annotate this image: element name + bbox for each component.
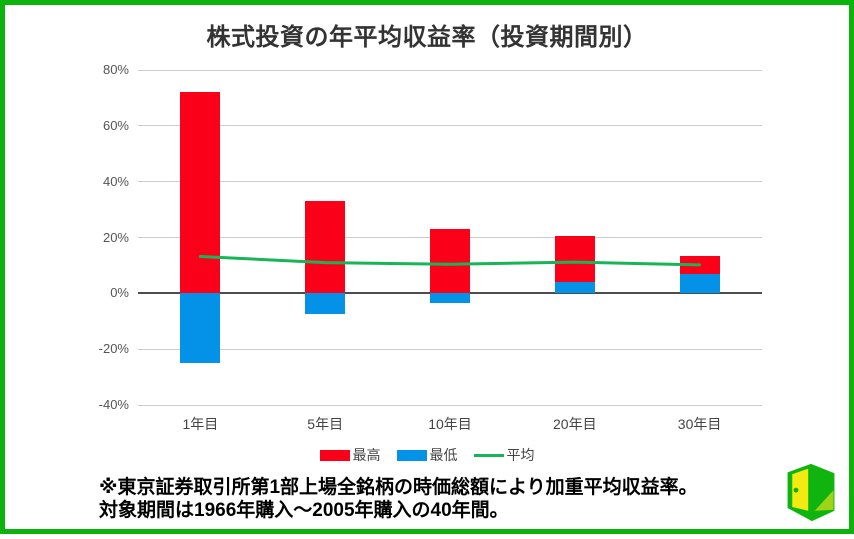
legend-swatch-max-icon [319,449,350,461]
x-axis-label: 30年目 [677,416,722,432]
bar-max-1年目 [180,92,221,294]
gridline [138,125,762,127]
bar-min-20年目 [554,282,595,294]
footnote: ※東京証券取引所第1部上場全銘柄の時価総額により加重平均収益率。 対象期間は19… [99,476,698,522]
bar-max-20年目 [554,236,595,283]
footnote-line1: ※東京証券取引所第1部上場全銘柄の時価総額により加重平均収益率。 [99,477,698,498]
legend-label-avg: 平均 [506,447,535,463]
legend-label-min: 最低 [429,447,458,463]
bar-min-30年目 [679,274,720,294]
x-axis-label: 20年目 [553,416,597,432]
bar-min-5年目 [305,293,346,314]
y-axis-tick-label: 20% [102,229,129,245]
y-axis-tick-label: 0% [110,285,129,301]
legend-label-max: 最高 [352,447,381,463]
bar-max-5年目 [305,201,346,294]
footnote-line2: 対象期間は1966年購入～2005年購入の40年間。 [99,500,509,521]
chart-title: 株式投資の年平均収益率（投資期間別） [206,24,648,51]
gridline [138,348,762,350]
y-axis-tick-label: 40% [102,173,129,189]
y-axis-tick-label: 80% [102,62,129,77]
bar-max-10年目 [430,229,470,294]
gridline [138,69,762,71]
x-axis-label: 1年目 [182,416,219,432]
x-axis-label: 5年目 [307,416,344,432]
bar-min-10年目 [430,293,470,304]
legend-swatch-min-icon [396,449,427,461]
bar-max-30年目 [679,256,720,275]
gridline [138,404,762,406]
y-axis-tick-label: 60% [102,117,129,133]
x-axis-label: 10年目 [428,416,472,432]
y-axis-tick-label: -20% [98,341,129,357]
gridline [138,181,762,183]
bar-min-1年目 [180,293,221,364]
chart-legend: 最高 最低 平均 [5,445,849,465]
y-axis-tick-label: -40% [98,397,129,412]
open-door-logo-icon [787,463,835,522]
legend-swatch-avg-icon [473,453,504,457]
